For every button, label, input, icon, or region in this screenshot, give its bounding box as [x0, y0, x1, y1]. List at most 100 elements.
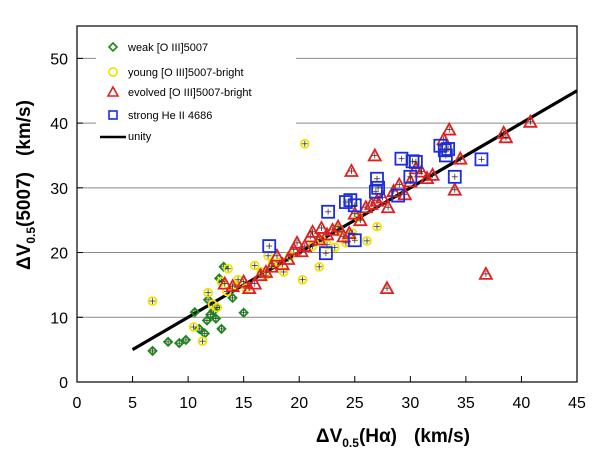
point-weak: [227, 292, 238, 304]
point-evolved: [225, 278, 241, 293]
point-heii: [408, 155, 423, 169]
point-weak: [173, 337, 185, 349]
point-evolved: [319, 226, 335, 241]
point-weak: [147, 345, 158, 357]
point-evolved: [297, 238, 313, 252]
point-young: [216, 276, 227, 287]
x-tick-label: 30: [401, 395, 419, 412]
point-heii: [391, 188, 406, 203]
y-tick-label: 10: [50, 310, 68, 327]
point-evolved: [522, 113, 538, 128]
x-axis-label: ΔV0.5(Hα): [316, 426, 397, 450]
point-young: [299, 138, 310, 149]
point-evolved: [379, 280, 395, 295]
point-evolved: [280, 251, 296, 265]
point-evolved: [386, 183, 402, 197]
point-young: [297, 274, 308, 285]
point-weak: [216, 323, 227, 335]
legend-label-young: young [O III]5007-bright: [128, 67, 244, 79]
y-tick-label: 30: [50, 181, 68, 198]
point-weak: [193, 323, 205, 335]
point-heii: [347, 233, 362, 248]
x-tick-label: 15: [235, 395, 253, 412]
point-heii: [368, 184, 383, 199]
point-evolved: [498, 129, 514, 144]
point-young: [372, 221, 382, 232]
x-tick-label: 40: [513, 395, 531, 412]
point-heii: [403, 169, 418, 184]
x-axis-units: (km/s): [414, 426, 470, 447]
point-evolved: [217, 275, 233, 290]
point-heii: [318, 246, 333, 261]
point-evolved: [441, 121, 457, 136]
point-young: [249, 260, 260, 271]
point-heii: [371, 180, 386, 195]
x-tick-label: 10: [179, 395, 197, 412]
y-tick-label: 20: [50, 246, 68, 263]
x-tick-label: 0: [73, 395, 82, 412]
point-evolved: [352, 212, 368, 227]
point-evolved: [330, 218, 346, 233]
x-axis-label-delta: ΔV: [316, 426, 343, 447]
point-evolved: [347, 205, 363, 220]
y-axis-label-group: ΔV0.5(5007) (km/s): [14, 100, 38, 270]
point-evolved: [252, 267, 268, 282]
x-tick-label: 5: [128, 395, 137, 412]
point-heii: [262, 239, 277, 253]
point-heii: [347, 198, 362, 213]
y-axis-units: (km/s): [14, 100, 35, 156]
point-evolved: [241, 280, 257, 295]
point-evolved: [367, 147, 383, 162]
point-weak: [208, 305, 219, 317]
point-evolved: [478, 266, 494, 280]
legend-entry-unity: unity: [100, 131, 152, 143]
point-young: [223, 263, 234, 274]
axis-ticks: 0 10 20 30 40 50 0 5 10 15 20 25 30 35 40 45: [50, 51, 586, 412]
point-evolved: [358, 199, 374, 214]
legend-label-heii: strong He II 4686: [128, 110, 212, 122]
diamond-marker-icon: [107, 41, 119, 53]
legend-entry-weak: weak [O III]5007: [107, 41, 208, 54]
point-young: [188, 322, 199, 332]
x-axis-label-subscript: 0.5: [342, 436, 359, 450]
y-tick-label: 50: [50, 51, 68, 68]
legend: weak [O III]5007 young [O III]5007-brigh…: [96, 34, 296, 143]
point-evolved: [236, 273, 252, 288]
y-axis-label: ΔV0.5(5007) (km/s): [14, 100, 38, 270]
point-evolved: [402, 173, 418, 188]
point-evolved: [380, 199, 396, 214]
point-weak: [210, 313, 222, 324]
legend-entry-heii: strong He II 4686: [108, 110, 212, 122]
square-marker-icon: [108, 110, 118, 120]
point-evolved: [325, 222, 341, 236]
triangle-marker-icon: [106, 85, 120, 97]
x-tick-label: 25: [346, 395, 364, 412]
point-evolved: [369, 192, 385, 207]
y-axis-label-quantity: (5007): [14, 172, 35, 227]
point-evolved: [289, 234, 305, 249]
point-heii: [474, 152, 489, 167]
legend-label-weak: weak [O III]5007: [127, 42, 208, 54]
point-young: [278, 267, 289, 277]
point-evolved: [313, 220, 329, 234]
y-tick-label: 40: [50, 116, 68, 133]
data-points: [147, 113, 538, 357]
point-weak: [238, 307, 249, 319]
x-axis-label-quantity: (Hα): [359, 426, 397, 447]
point-young: [362, 235, 372, 246]
point-evolved: [286, 241, 302, 256]
point-heii: [321, 204, 336, 219]
legend-label-unity: unity: [128, 131, 152, 143]
point-heii: [447, 169, 462, 184]
circle-marker-icon: [108, 67, 118, 77]
point-evolved: [269, 247, 285, 262]
point-evolved: [452, 150, 468, 165]
plot-frame: [76, 25, 578, 383]
point-heii: [441, 142, 456, 156]
point-young: [147, 296, 158, 306]
point-weak: [189, 306, 201, 318]
point-young: [203, 287, 214, 298]
x-tick-label: 20: [290, 395, 308, 412]
legend-label-evolved: evolved [O III]5007-bright: [128, 87, 252, 99]
point-evolved: [247, 275, 263, 290]
